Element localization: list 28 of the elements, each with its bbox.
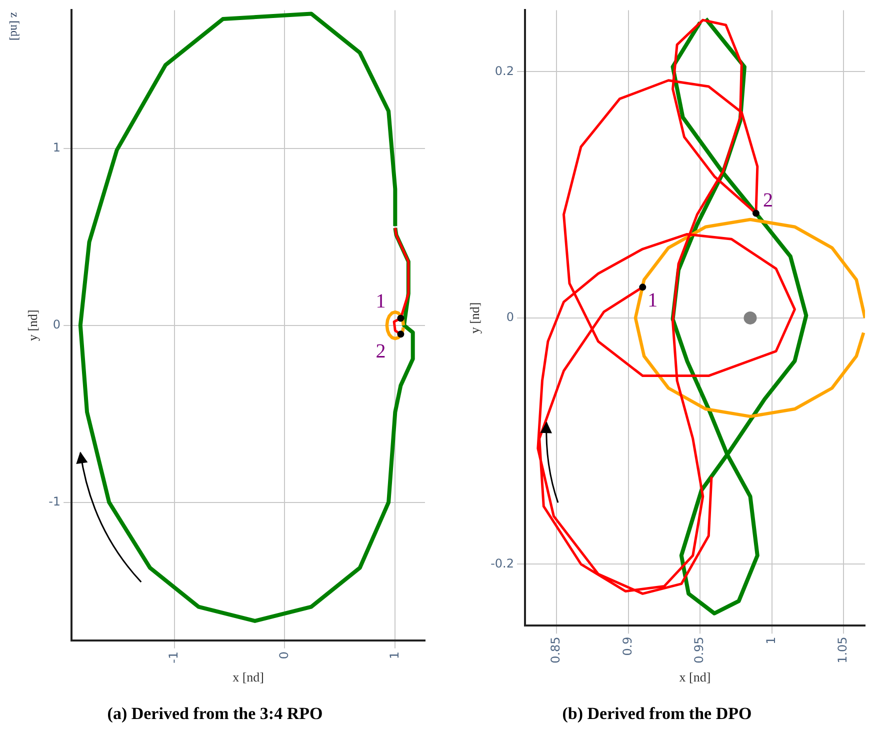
annotation: 2 bbox=[376, 340, 386, 362]
point bbox=[744, 311, 757, 324]
x-tick-label: 0.95 bbox=[692, 636, 706, 664]
annotation: 2 bbox=[762, 190, 773, 212]
text: (a) Derived from the 3:4 RPO bbox=[106, 704, 324, 724]
y-tick-label: 1 bbox=[52, 140, 61, 154]
annotation: 1 bbox=[376, 290, 386, 312]
point bbox=[752, 210, 760, 217]
text: z [nd] bbox=[8, 12, 22, 41]
x-tick-label: 0.85 bbox=[548, 636, 563, 664]
point bbox=[639, 284, 646, 291]
x-axis-title: x [nd] bbox=[232, 670, 264, 685]
y-axis-title: y [nd] bbox=[25, 310, 40, 342]
y-tick-label: 0.2 bbox=[494, 64, 514, 78]
y-tick-label: -0.2 bbox=[490, 556, 514, 570]
y-tick-label: -1 bbox=[48, 494, 61, 508]
x-tick-label: 1 bbox=[764, 636, 778, 644]
x-axis-title: x [nd] bbox=[679, 670, 711, 685]
text: (b) Derived from the DPO bbox=[561, 704, 753, 724]
x-tick-label: 1 bbox=[387, 651, 402, 660]
x-tick-label: 0.9 bbox=[620, 636, 634, 656]
y-tick-label: 0 bbox=[52, 317, 61, 332]
x-tick-label: 1.05 bbox=[836, 636, 850, 664]
x-tick-label: 0 bbox=[276, 651, 291, 660]
y-axis-title: y [nd] bbox=[467, 302, 482, 334]
x-tick-label: -1 bbox=[166, 651, 180, 664]
y-tick-label: 0 bbox=[506, 310, 514, 324]
annotation: 1 bbox=[648, 289, 658, 312]
